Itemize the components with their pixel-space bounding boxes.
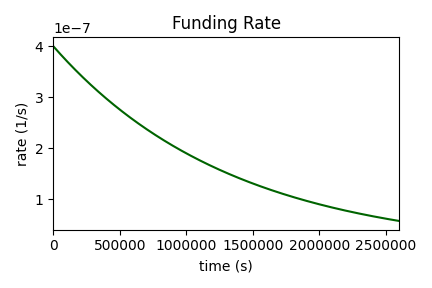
X-axis label: time (s): time (s) <box>199 259 253 273</box>
Title: Funding Rate: Funding Rate <box>172 15 281 33</box>
Y-axis label: rate (1/s): rate (1/s) <box>15 101 29 166</box>
